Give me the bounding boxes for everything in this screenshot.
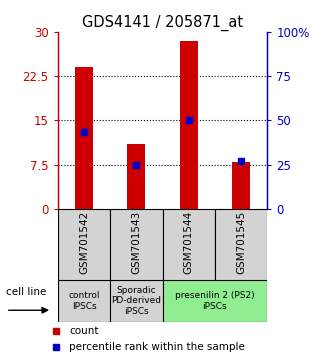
Bar (232, 162, 250, 209)
Text: GSM701542: GSM701542 (79, 211, 89, 274)
Text: GSM701543: GSM701543 (131, 211, 141, 274)
Bar (58, 280, 110, 322)
Text: Sporadic
PD-derived
iPSCs: Sporadic PD-derived iPSCs (111, 286, 161, 316)
Bar (162, 280, 267, 322)
Text: control
IPSCs: control IPSCs (68, 291, 100, 310)
Bar (215, 209, 267, 280)
Text: GSM701545: GSM701545 (236, 211, 246, 274)
Bar (162, 209, 215, 280)
Bar (127, 144, 146, 209)
Title: GDS4141 / 205871_at: GDS4141 / 205871_at (82, 14, 243, 30)
Text: percentile rank within the sample: percentile rank within the sample (69, 342, 245, 352)
Bar (110, 209, 162, 280)
Bar (110, 280, 162, 322)
Bar (75, 67, 93, 209)
Text: GSM701544: GSM701544 (184, 211, 194, 274)
Bar (180, 41, 198, 209)
Text: count: count (69, 326, 98, 336)
Text: presenilin 2 (PS2)
iPSCs: presenilin 2 (PS2) iPSCs (175, 291, 255, 310)
Text: cell line: cell line (6, 287, 46, 297)
Bar (58, 209, 110, 280)
